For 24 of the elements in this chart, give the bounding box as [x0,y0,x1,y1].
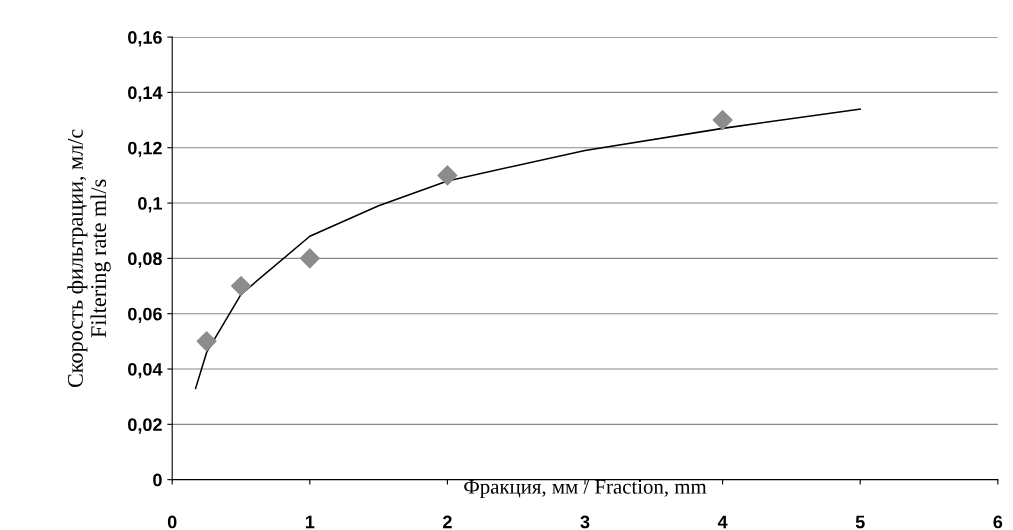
y-tick-label: 0,14 [128,86,163,102]
x-tick-label: 6 [993,515,1003,529]
y-tick-label: 0,04 [128,362,163,379]
point [712,110,733,131]
y-axis-title: Скорость фильтрации, мл/с Filtering rate ml/s [67,129,111,388]
y-tick-label: 0,02 [128,418,162,434]
point [437,165,458,186]
x-tick-label: 4 [717,515,728,529]
x-tick-label: 3 [580,515,590,529]
point [196,331,217,352]
point [230,276,252,297]
y-tick-label: 0,16 [128,31,162,47]
x-axis-title: Фракция, мм / Fraction, mm [464,479,707,499]
y-tick-label: 0,1 [138,196,162,213]
point [299,248,320,269]
x-tick-label: 0 [167,515,177,529]
x-tick-label: 1 [305,515,315,529]
y-tick-label: 0,12 [128,141,162,158]
x-tick-label: 5 [855,515,865,529]
y-tick-label: 0,06 [128,307,162,324]
y-tick-label: 0 [153,473,162,487]
line-series [194,108,861,390]
x-tick-label: 2 [443,515,452,529]
y-tick-label: 0,08 [128,252,162,268]
